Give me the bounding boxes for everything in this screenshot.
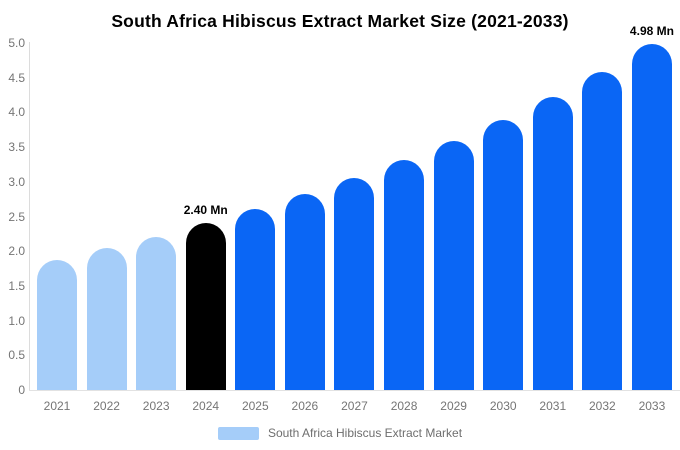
bar-2023 xyxy=(136,237,177,390)
bar-col-2028: 2028 xyxy=(384,43,425,413)
y-axis-tick-label: 5.0 xyxy=(8,36,25,50)
bar-2021 xyxy=(37,260,77,390)
y-axis-tick-label: 0.5 xyxy=(8,348,25,362)
bar-col-2033: 2033 4.98 Mn xyxy=(630,24,674,413)
x-axis-label-2026: 2026 xyxy=(291,399,319,413)
bar-2032 xyxy=(582,72,623,390)
x-axis-label-2028: 2028 xyxy=(390,399,418,413)
x-axis-label-2027: 2027 xyxy=(341,399,368,413)
x-axis-label-2024: 2024 xyxy=(192,399,220,413)
bar-2028 xyxy=(384,160,425,390)
bar-value-label-2024: 2.40 Mn xyxy=(183,203,228,217)
bar-col-2021: 2021 xyxy=(37,43,77,413)
bar-col-2025: 2025 xyxy=(235,43,276,413)
bar-2029 xyxy=(433,141,474,390)
bar-2026 xyxy=(284,194,325,390)
x-axis-line xyxy=(29,390,680,391)
bar-2025 xyxy=(235,209,276,390)
x-axis-label-2032: 2032 xyxy=(589,399,616,413)
y-axis: 5.0 4.5 4.0 3.5 3.0 2.5 2.0 1.5 1.0 0.5 0 xyxy=(0,0,25,400)
legend: South Africa Hibiscus Extract Market xyxy=(0,426,680,440)
x-axis-label-2031: 2031 xyxy=(539,399,567,413)
bar-col-2030: 2030 xyxy=(483,43,524,413)
x-axis-label-2033: 2033 xyxy=(638,399,666,413)
bar-col-2024: 2024 2.40 Mn xyxy=(183,43,228,413)
bar-2022 xyxy=(86,248,127,390)
bar-value-label-2033: 4.98 Mn xyxy=(629,24,674,38)
legend-label: South Africa Hibiscus Extract Market xyxy=(267,426,463,440)
x-axis-label-2022: 2022 xyxy=(93,399,120,413)
legend-swatch xyxy=(217,426,259,440)
bar-col-2022: 2022 xyxy=(86,43,127,413)
bar-col-2029: 2029 xyxy=(433,43,474,413)
y-axis-tick-label: 0 xyxy=(18,383,25,397)
bar-col-2023: 2023 xyxy=(136,43,177,413)
y-axis-tick-label: 1.0 xyxy=(8,314,25,328)
y-axis-tick-label: 3.5 xyxy=(8,140,25,154)
x-axis-label-2025: 2025 xyxy=(241,399,269,413)
bar-2031 xyxy=(532,97,573,390)
bar-col-2032: 2032 xyxy=(582,43,623,413)
bar-col-2027: 2027 xyxy=(334,43,375,413)
bar-2030 xyxy=(483,120,524,390)
y-axis-tick-label: 1.5 xyxy=(8,279,25,293)
chart-title: South Africa Hibiscus Extract Market Siz… xyxy=(111,11,569,31)
y-axis-tick-label: 4.5 xyxy=(8,71,25,85)
x-axis-label-2023: 2023 xyxy=(142,399,170,413)
bar-col-2026: 2026 xyxy=(284,43,325,413)
bars-row: 2021 2022 2023 2024 2.40 Mn 2025 2026 2027 2028 2… xyxy=(37,24,674,413)
x-axis-label-2029: 2029 xyxy=(440,399,467,413)
bar-col-2031: 2031 xyxy=(532,43,573,413)
x-axis-label-2021: 2021 xyxy=(43,399,71,413)
bar-2024 xyxy=(185,223,226,390)
y-axis-tick-label: 4.0 xyxy=(8,105,25,119)
y-axis-line xyxy=(29,42,30,390)
y-axis-tick-label: 3.0 xyxy=(8,175,25,189)
bar-2033 xyxy=(631,44,672,390)
x-axis-label-2030: 2030 xyxy=(489,399,517,413)
bar-2027 xyxy=(334,178,375,390)
y-axis-tick-label: 2.0 xyxy=(8,244,25,258)
y-axis-tick-label: 2.5 xyxy=(8,210,25,224)
